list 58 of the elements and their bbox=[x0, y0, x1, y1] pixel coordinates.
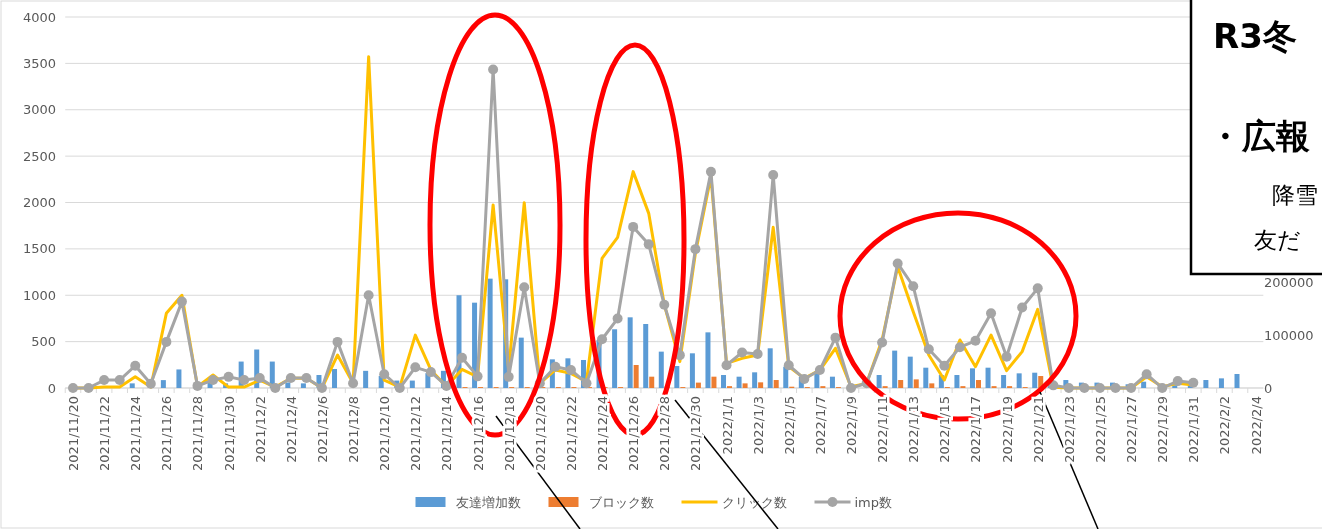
legend-label: imp数 bbox=[854, 494, 893, 510]
x-tick-label: 2021/12/28 bbox=[657, 396, 673, 471]
legend-label: 友達増加数 bbox=[455, 494, 521, 510]
x-tick-label: 2021/11/22 bbox=[97, 396, 113, 471]
annotation: ・広報 bbox=[1208, 116, 1310, 156]
x-tick-label: 2022/1/27 bbox=[1124, 396, 1140, 463]
y-tick-label: 4000 bbox=[22, 9, 56, 25]
x-tick-label: 2021/12/4 bbox=[283, 396, 299, 463]
x-tick-label: 2021/12/8 bbox=[346, 396, 362, 463]
y2-tick-label: 0 bbox=[1264, 380, 1273, 396]
y-tick-label: 0 bbox=[47, 380, 56, 396]
x-tick-label: 2021/11/24 bbox=[128, 396, 144, 471]
x-tick-label: 2021/12/2 bbox=[252, 396, 268, 463]
x-tick-label: 2021/12/26 bbox=[626, 396, 642, 471]
text: 降雪 bbox=[1272, 182, 1318, 208]
x-tick-label: 2021/12/20 bbox=[532, 396, 548, 471]
x-tick-label: 2022/1/21 bbox=[1030, 396, 1046, 463]
y2-tick-label: 200000 bbox=[1264, 274, 1314, 290]
x-tick-label: 2021/11/26 bbox=[159, 396, 175, 471]
x-tick-label: 2022/1/7 bbox=[812, 396, 828, 455]
x-tick-label: 2021/12/24 bbox=[595, 396, 611, 471]
y-tick-label: 1500 bbox=[22, 241, 56, 257]
x-tick-label: 2022/2/4 bbox=[1248, 396, 1264, 455]
x-tick-label: 2021/12/22 bbox=[563, 396, 579, 471]
x-tick-label: 2021/12/10 bbox=[377, 396, 393, 471]
x-tick-label: 2021/11/30 bbox=[221, 396, 237, 471]
x-tick-label: 2022/1/13 bbox=[906, 396, 922, 463]
x-tick-label: 2021/12/30 bbox=[688, 396, 704, 471]
x-tick-label: 2022/1/29 bbox=[1155, 396, 1171, 463]
y-tick-label: 500 bbox=[31, 334, 56, 350]
x-tick-label: 2022/1/11 bbox=[875, 396, 891, 463]
x-tick-label: 2022/1/5 bbox=[781, 396, 797, 455]
legend-label: ブロック数 bbox=[588, 494, 654, 510]
x-tick-label: 2022/1/31 bbox=[1186, 396, 1202, 463]
x-tick-label: 2022/1/25 bbox=[1092, 396, 1108, 463]
x-tick-label: 2022/1/17 bbox=[968, 396, 984, 463]
x-tick-label: 2022/1/23 bbox=[1061, 396, 1077, 463]
x-tick-label: 2022/1/19 bbox=[999, 396, 1015, 463]
x-tick-label: 2021/11/28 bbox=[190, 396, 206, 471]
x-tick-label: 2022/1/1 bbox=[719, 396, 735, 455]
x-tick-label: 2022/2/2 bbox=[1217, 396, 1233, 455]
y-tick-label: 1000 bbox=[22, 287, 56, 303]
y-tick-label: 3000 bbox=[22, 102, 56, 118]
x-tick-label: 2022/1/15 bbox=[937, 396, 953, 463]
annotation: 友だ bbox=[1254, 227, 1301, 253]
x-tick-label: 2021/12/12 bbox=[408, 396, 424, 471]
x-tick-label: 2021/12/14 bbox=[439, 396, 455, 471]
x-tick-label: 2022/1/3 bbox=[750, 396, 766, 455]
y-tick-label: 2500 bbox=[22, 148, 56, 164]
x-tick-label: 2021/12/16 bbox=[470, 396, 486, 471]
y2-tick-label: 100000 bbox=[1264, 327, 1314, 343]
x-tick-label: 2022/1/9 bbox=[844, 396, 859, 455]
annotation: R3冬 bbox=[1213, 16, 1297, 56]
x-tick-label: 2021/12/6 bbox=[314, 396, 330, 463]
y-tick-label: 3500 bbox=[22, 55, 56, 71]
x-tick-label: 2021/12/18 bbox=[501, 396, 517, 471]
x-tick-label: 2021/11/20 bbox=[66, 396, 81, 471]
y-tick-label: 2000 bbox=[22, 195, 56, 211]
